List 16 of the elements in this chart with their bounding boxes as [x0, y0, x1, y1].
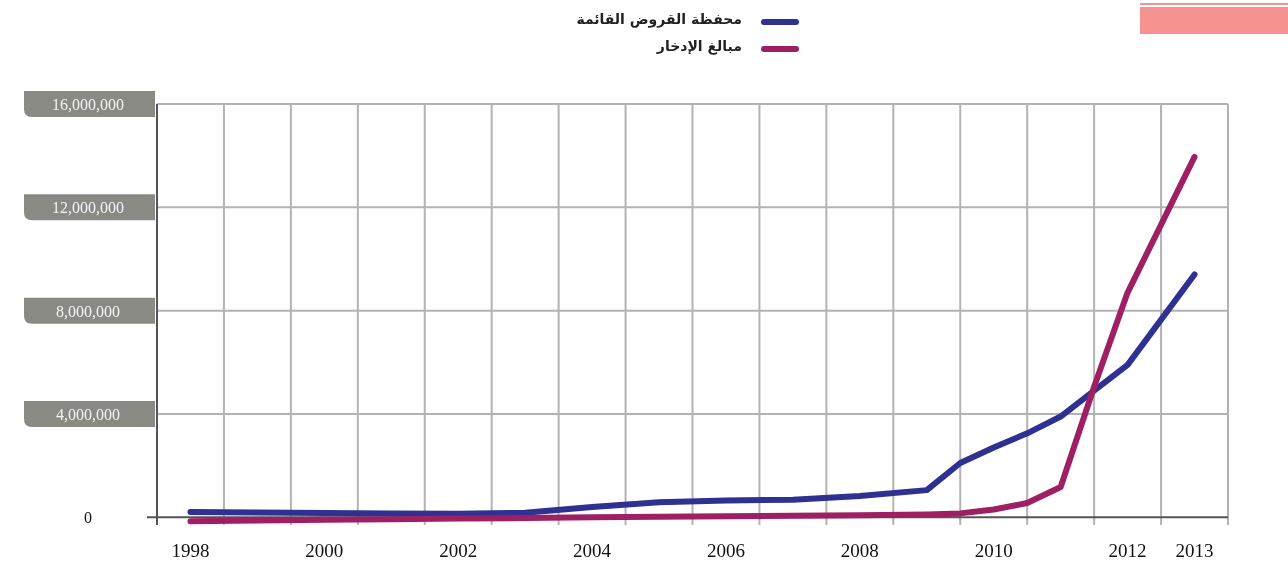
x-tick-label: 2002 — [439, 540, 478, 561]
x-tick-label: 2010 — [974, 540, 1013, 561]
y-tick-label: 0 — [84, 509, 92, 527]
x-tick-label: 2000 — [305, 540, 344, 561]
y-tick-label: 4,000,000 — [56, 405, 120, 423]
x-tick-label: 2004 — [573, 540, 612, 561]
legend-label: مبالغ الإدخار — [655, 38, 742, 55]
x-tick-label: 2008 — [840, 540, 879, 561]
x-tick-label: 2013 — [1175, 540, 1214, 561]
legend-label: محفظة القروض القائمة — [576, 11, 742, 28]
y-tick-label: 12,000,000 — [52, 199, 124, 217]
y-tick-label: 8,000,000 — [56, 302, 120, 320]
x-tick-label: 1998 — [171, 540, 210, 561]
x-tick-label: 2012 — [1108, 540, 1147, 561]
y-tick-label: 16,000,000 — [52, 96, 124, 113]
x-tick-label: 2006 — [706, 540, 745, 561]
